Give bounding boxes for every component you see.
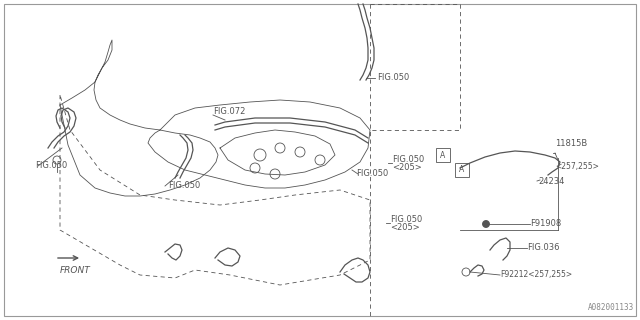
Text: FIG.050: FIG.050 (35, 162, 67, 171)
Text: FIG.050: FIG.050 (377, 74, 409, 83)
Bar (436, 148, 450, 162)
Text: 11815B: 11815B (555, 139, 588, 148)
Bar (455, 163, 469, 177)
Text: FIG.072: FIG.072 (213, 107, 245, 116)
Circle shape (483, 220, 490, 228)
Text: <257,255>: <257,255> (555, 162, 599, 171)
Text: A: A (460, 165, 465, 174)
Text: FIG.050: FIG.050 (390, 215, 422, 225)
Text: FIG.036: FIG.036 (527, 244, 559, 252)
Text: A: A (440, 150, 445, 159)
Text: F92212<257,255>: F92212<257,255> (500, 270, 572, 279)
Text: <205>: <205> (392, 164, 422, 172)
Text: <205>: <205> (390, 223, 420, 233)
Text: A082001133: A082001133 (588, 303, 634, 312)
Text: FIG.050: FIG.050 (392, 156, 424, 164)
Text: 24234: 24234 (538, 177, 564, 186)
Text: FIG.050: FIG.050 (356, 170, 388, 179)
Text: F91908: F91908 (530, 220, 561, 228)
Text: FRONT: FRONT (60, 266, 91, 275)
Text: FIG.050: FIG.050 (168, 181, 200, 190)
